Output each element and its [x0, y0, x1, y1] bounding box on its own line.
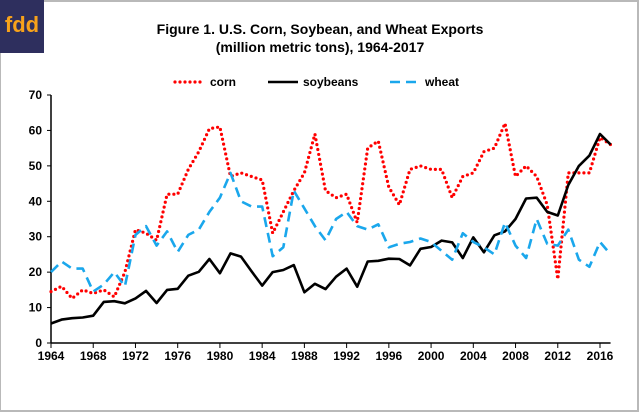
x-tick-label: 2008	[502, 349, 529, 363]
x-tick-label: 1980	[207, 349, 234, 363]
y-tick-label: 0	[35, 336, 42, 350]
x-tick-label: 1968	[80, 349, 107, 363]
y-tick-label: 60	[29, 123, 43, 137]
y-tick-label: 30	[29, 230, 43, 244]
series-line-soybeans	[50, 132, 612, 325]
x-tick-label: 1964	[38, 349, 65, 363]
y-tick-label: 20	[29, 265, 43, 279]
y-tick-label: 10	[29, 301, 43, 315]
fdd-logo: fdd	[0, 0, 44, 53]
x-tick-label: 1988	[291, 349, 318, 363]
legend-label-wheat: wheat	[424, 75, 459, 89]
legend-label-soybeans: soybeans	[303, 75, 359, 89]
x-tick-label: 1996	[375, 349, 402, 363]
chart-title-block: Figure 1. U.S. Corn, Soybean, and Wheat …	[0, 20, 640, 56]
series-line-wheat	[50, 171, 612, 293]
chart-title: Figure 1. U.S. Corn, Soybean, and Wheat …	[156, 21, 484, 37]
series-line-corn	[49, 121, 613, 300]
x-tick-label: 2004	[460, 349, 487, 363]
y-tick-label: 70	[29, 88, 43, 102]
x-tick-label: 2012	[544, 349, 571, 363]
chart-subtitle: (million metric tons), 1964-2017	[215, 39, 425, 55]
x-tick-label: 1972	[122, 349, 149, 363]
x-tick-label: 2000	[418, 349, 445, 363]
x-tick-label: 2016	[587, 349, 614, 363]
legend-label-corn: corn	[210, 75, 236, 89]
x-tick-label: 1992	[333, 349, 360, 363]
y-tick-label: 50	[29, 159, 43, 173]
x-tick-label: 1976	[164, 349, 191, 363]
y-tick-label: 40	[29, 194, 43, 208]
x-tick-label: 1984	[249, 349, 276, 363]
